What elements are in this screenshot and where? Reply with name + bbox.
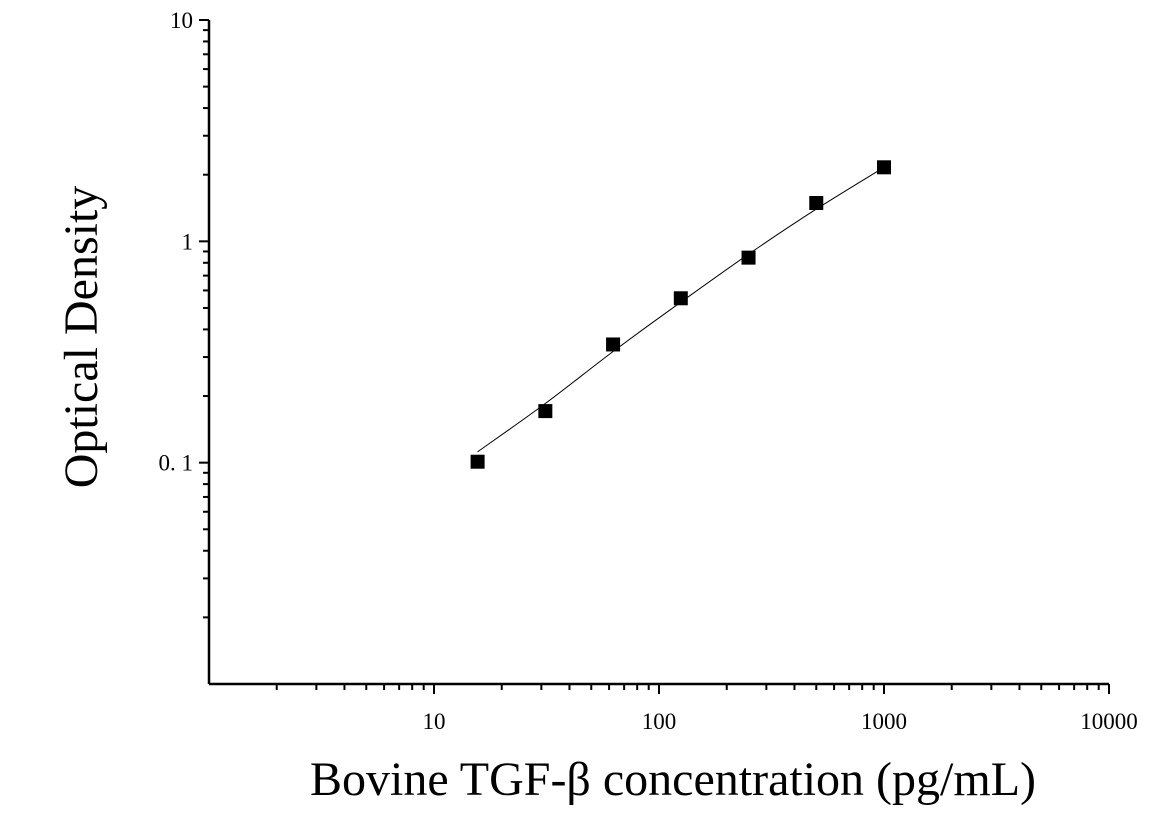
data-point xyxy=(606,337,621,352)
x-tick-label: 10 xyxy=(423,709,446,734)
data-point xyxy=(470,454,485,469)
data-point xyxy=(538,404,553,419)
data-points xyxy=(470,160,891,469)
y-axis-title: Optical Density xyxy=(55,186,108,489)
axis-tick-labels: 10 100 1000 10000 0. 1 1 10 xyxy=(159,8,1138,734)
x-tick-label: 1000 xyxy=(861,709,907,734)
y-tick-label: 10 xyxy=(170,8,193,33)
x-tick-label: 10000 xyxy=(1080,709,1138,734)
x-axis-title: Bovine TGF-β concentration (pg/mL) xyxy=(310,753,1036,806)
axis-ticks xyxy=(199,19,1110,694)
axes xyxy=(207,20,1109,686)
data-point xyxy=(673,291,688,306)
x-tick-label: 100 xyxy=(642,709,677,734)
y-tick-label: 0. 1 xyxy=(159,451,194,476)
data-point xyxy=(741,250,756,265)
data-point xyxy=(877,160,891,175)
data-point xyxy=(809,196,824,211)
y-tick-label: 1 xyxy=(182,229,194,254)
